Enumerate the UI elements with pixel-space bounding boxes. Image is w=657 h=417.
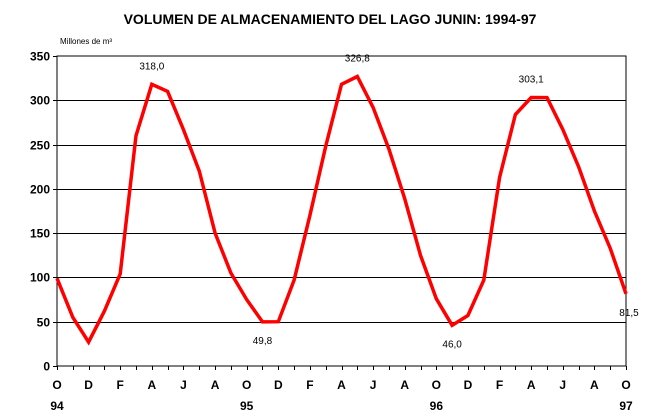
data-label: 46,0 — [442, 339, 462, 350]
series-layer — [55, 74, 628, 346]
data-label: 326,8 — [345, 54, 370, 65]
grid-layer — [56, 55, 627, 367]
x-tick-label: A — [337, 378, 346, 392]
x-tick-label: A — [211, 378, 220, 392]
y-tick-label: 350 — [30, 50, 50, 64]
x-tick-label: J — [180, 378, 187, 392]
data-label: 49,8 — [253, 336, 273, 347]
y-axis-unit-label: Millones de m³ — [60, 37, 112, 46]
y-tick-label: 0 — [43, 360, 50, 374]
data-label: 318,0 — [139, 61, 164, 72]
y-tick-label: 200 — [30, 183, 50, 197]
x-tick-label: O — [242, 378, 251, 392]
plot-frame — [56, 55, 627, 367]
x-year-label: 94 — [50, 399, 64, 413]
x-tick-label: D — [274, 378, 283, 392]
y-tick-label: 150 — [30, 227, 50, 241]
y-tick-label: 300 — [30, 94, 50, 108]
data-label: 81,5 — [619, 308, 639, 319]
x-tick-label: A — [590, 378, 599, 392]
x-tick-label: O — [52, 378, 61, 392]
y-tick-label: 250 — [30, 139, 50, 153]
x-tick-label: J — [559, 378, 566, 392]
chart-title: VOLUMEN DE ALMACENAMIENTO DEL LAGO JUNIN… — [124, 11, 537, 27]
y-tick-label: 100 — [30, 271, 50, 285]
x-tick-label: F — [496, 378, 503, 392]
y-tick-label: 50 — [37, 316, 51, 330]
x-tick-label: A — [147, 378, 156, 392]
x-tick-label: J — [370, 378, 377, 392]
x-tick-label: D — [464, 378, 473, 392]
x-tick-label: A — [527, 378, 536, 392]
x-tick-label: A — [400, 378, 409, 392]
x-year-label: 97 — [619, 399, 633, 413]
data-label: 303,1 — [519, 75, 544, 86]
label-layer: 318,0 326,8 303,1 49,8 46,0 81,5 — [139, 54, 639, 351]
x-tick-label: O — [432, 378, 441, 392]
x-year-label: 96 — [430, 399, 444, 413]
x-tick-label: O — [621, 378, 630, 392]
x-tick-label: D — [84, 378, 93, 392]
x-tick-label: F — [117, 378, 124, 392]
axis-layer: 0 50 100 150 200 250 300 350 O D F A J A O D F A J A O D F A J A O… — [30, 50, 633, 414]
x-year-label: 95 — [240, 399, 254, 413]
series-line — [55, 74, 628, 346]
x-tick-label: F — [306, 378, 313, 392]
